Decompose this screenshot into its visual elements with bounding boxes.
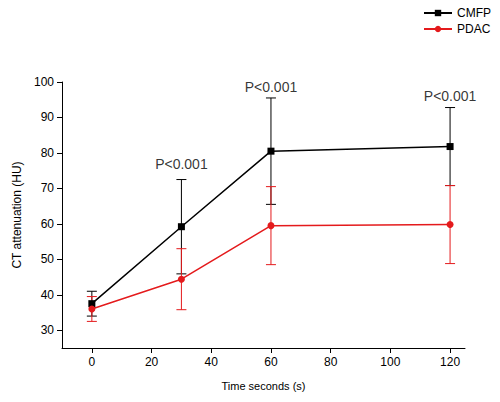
svg-text:100: 100 — [34, 75, 54, 89]
svg-text:0: 0 — [89, 355, 96, 369]
svg-text:60: 60 — [264, 355, 278, 369]
svg-text:70: 70 — [41, 181, 55, 195]
svg-text:80: 80 — [41, 146, 55, 160]
svg-text:P<0.001: P<0.001 — [424, 88, 477, 104]
svg-text:120: 120 — [440, 355, 460, 369]
svg-text:100: 100 — [380, 355, 400, 369]
svg-text:P<0.001: P<0.001 — [245, 79, 298, 95]
svg-text:40: 40 — [205, 355, 219, 369]
svg-text:40: 40 — [41, 288, 55, 302]
svg-text:20: 20 — [145, 355, 159, 369]
svg-text:PDAC: PDAC — [457, 22, 491, 36]
svg-text:CT attenuation (HU): CT attenuation (HU) — [10, 161, 24, 268]
svg-text:P<0.001: P<0.001 — [155, 156, 208, 172]
svg-text:60: 60 — [41, 217, 55, 231]
svg-text:80: 80 — [324, 355, 338, 369]
svg-text:Time seconds (s): Time seconds (s) — [222, 380, 306, 392]
svg-text:50: 50 — [41, 252, 55, 266]
svg-text:90: 90 — [41, 110, 55, 124]
svg-text:30: 30 — [41, 323, 55, 337]
svg-text:CMFP: CMFP — [457, 6, 491, 20]
